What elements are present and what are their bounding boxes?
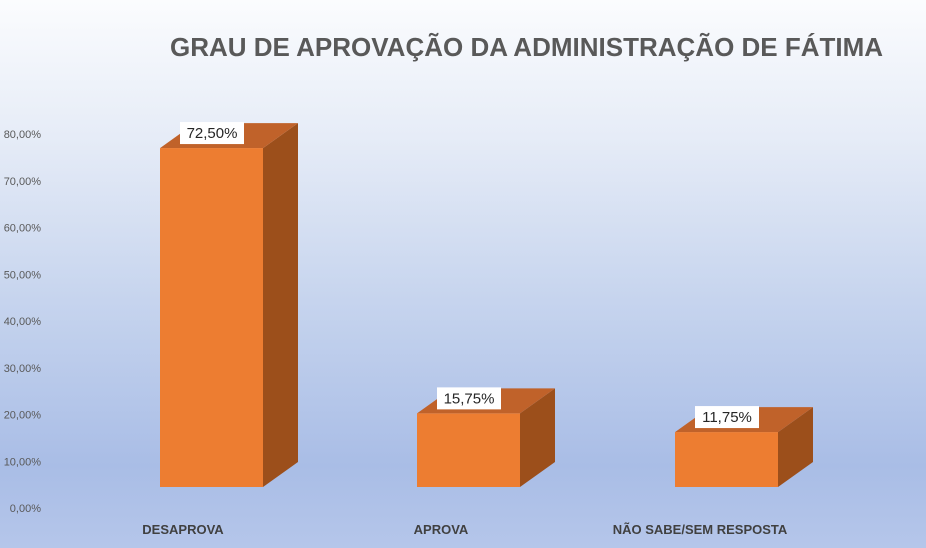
data-label-box [437,387,501,410]
y-tick-label: 60,00% [4,223,42,235]
data-label: 72,50% [187,125,238,142]
y-tick-label: 40,00% [4,316,42,328]
y-tick-label: 80,00% [4,129,42,141]
y-tick-label: 30,00% [4,363,42,375]
y-tick-label: 0,00% [10,503,41,515]
bar-side [520,388,555,487]
y-tick-label: 20,00% [4,410,42,422]
category-label: APROVA [414,522,469,537]
data-label: 11,75% [702,409,752,426]
bar [160,123,298,487]
y-tick-label: 10,00% [4,456,42,468]
data-label: 15,75% [444,390,495,407]
bar-front [675,432,778,487]
y-tick-label: 50,00% [4,269,42,281]
data-label-box [695,406,759,429]
chart-title: GRAU DE APROVAÇÃO DA ADMINISTRAÇÃO DE FÁ… [170,32,884,62]
data-label-box [180,122,244,145]
bar-front [417,413,520,487]
bar-side [778,407,813,487]
category-label: DESAPROVA [142,522,224,537]
bar-front [160,148,263,487]
bar-side [263,123,298,487]
y-tick-label: 70,00% [4,176,42,188]
category-label: NÃO SABE/SEM RESPOSTA [613,522,788,537]
